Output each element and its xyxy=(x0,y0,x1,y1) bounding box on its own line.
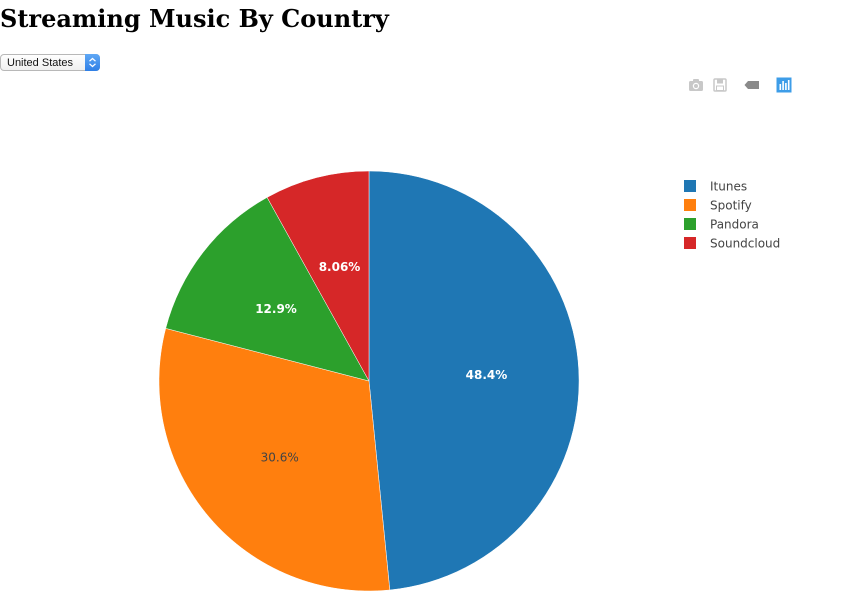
legend-swatch xyxy=(684,237,696,249)
pie-slice-soundcloud[interactable] xyxy=(266,170,370,382)
pie-labels: 48.4% 30.6% 12.9% 8.06% xyxy=(255,260,507,464)
legend-label: Itunes xyxy=(710,180,747,194)
legend-swatch xyxy=(684,199,696,211)
country-select-value: United States xyxy=(7,56,74,69)
legend-item-itunes[interactable]: Itunes xyxy=(684,180,747,194)
pie-slice-pandora[interactable] xyxy=(165,197,370,382)
tag-icon[interactable] xyxy=(743,76,761,94)
legend: Itunes Spotify Pandora Soundcloud xyxy=(684,180,780,251)
modebar xyxy=(687,76,797,94)
legend-label: Pandora xyxy=(710,218,759,232)
country-select[interactable]: United States xyxy=(0,54,100,71)
save-icon[interactable] xyxy=(711,76,729,94)
legend-item-spotify[interactable]: Spotify xyxy=(684,199,752,213)
pie-label-spotify: 30.6% xyxy=(261,451,299,465)
page-title: Streaming Music By Country xyxy=(0,4,389,33)
legend-item-pandora[interactable]: Pandora xyxy=(684,218,759,232)
pie-label-itunes: 48.4% xyxy=(466,368,508,382)
legend-label: Spotify xyxy=(710,199,752,213)
pie-label-soundcloud: 8.06% xyxy=(319,260,361,274)
camera-icon[interactable] xyxy=(687,76,705,94)
legend-swatch xyxy=(684,218,696,230)
legend-label: Soundcloud xyxy=(710,237,780,251)
pie-slice-spotify[interactable] xyxy=(158,328,391,592)
legend-item-soundcloud[interactable]: Soundcloud xyxy=(684,237,780,251)
pie-label-pandora: 12.9% xyxy=(255,302,297,316)
chevron-updown-icon xyxy=(85,54,100,71)
pie-slice-itunes[interactable] xyxy=(368,170,580,591)
pie-slices xyxy=(158,170,580,592)
plotly-bar-chart-icon[interactable] xyxy=(775,76,793,94)
legend-swatch xyxy=(684,180,696,192)
